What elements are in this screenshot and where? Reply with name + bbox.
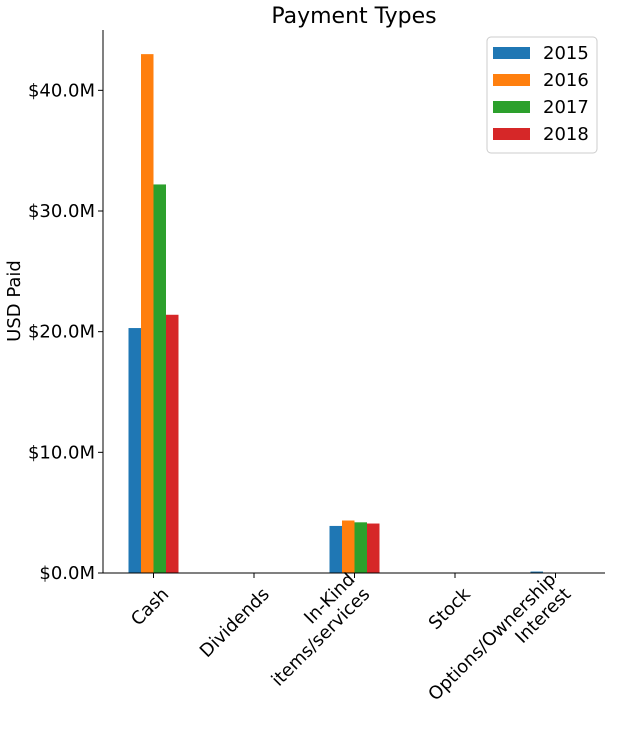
legend-label-2018: 2018 [543, 124, 589, 145]
bar-2015-2 [329, 525, 342, 573]
chart-title: Payment Types [271, 4, 436, 29]
bar-2018-2 [367, 523, 380, 573]
legend: 2015 2016 2017 2018 [486, 36, 598, 154]
legend-swatch-2015 [493, 47, 530, 59]
x-tick-label: Cash [127, 584, 173, 630]
bar-2015-0 [128, 328, 141, 573]
y-tick-label: $30.0M [28, 201, 95, 222]
bar-2016-0 [141, 54, 154, 573]
legend-swatch-2016 [493, 74, 530, 86]
bar-2016-2 [342, 520, 355, 573]
legend-label-2016: 2016 [543, 70, 589, 91]
x-tick-label: Dividends [196, 584, 274, 662]
bar-2015-4 [530, 571, 543, 573]
legend-label-2015: 2015 [543, 43, 589, 64]
x-tick-label-line: Cash [127, 584, 173, 630]
bar-2017-2 [354, 522, 367, 573]
y-tick-label: $10.0M [28, 442, 95, 463]
legend-swatch-2017 [493, 101, 530, 113]
x-tick-label-line: Stock [425, 584, 475, 634]
bar-2017-0 [153, 184, 166, 573]
y-tick-label: $40.0M [28, 80, 95, 101]
y-tick-label: $0.0M [39, 563, 95, 584]
x-tick-label: Stock [425, 584, 475, 634]
x-tick-label-line: Options/Ownership [424, 569, 560, 705]
y-ticks: $0.0M $10.0M $20.0M $30.0M $40.0M [28, 80, 103, 584]
legend-swatch-2018 [493, 128, 530, 140]
legend-box [486, 36, 598, 154]
y-tick-label: $20.0M [28, 322, 95, 343]
y-axis-title: USD Paid [4, 260, 25, 342]
legend-label-2017: 2017 [543, 97, 589, 118]
bars-group [128, 54, 543, 573]
x-tick-label-line: Dividends [196, 584, 274, 662]
bar-2018-0 [166, 314, 179, 573]
